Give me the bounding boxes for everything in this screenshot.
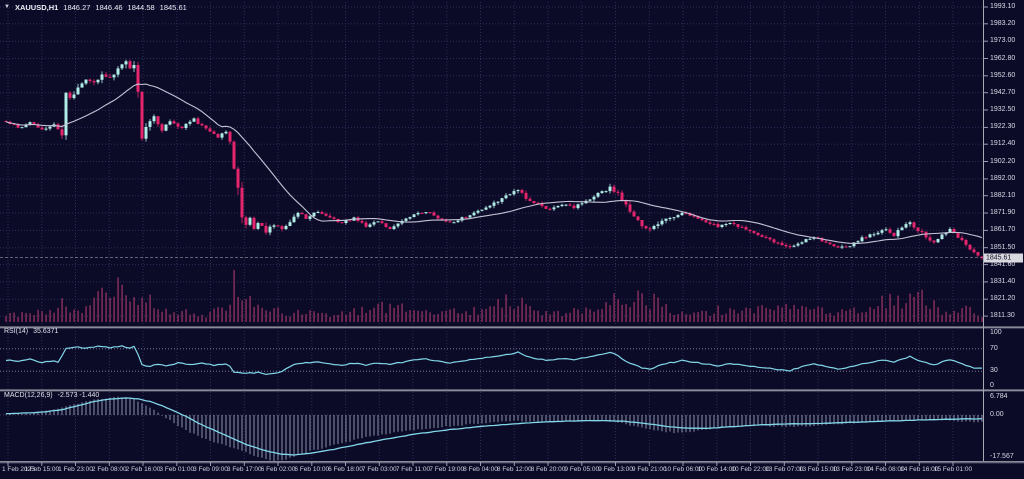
time-tick-label: 7 Feb 19:00: [429, 466, 465, 473]
price-tick-label: 1932.50: [990, 106, 1016, 114]
price-tick-label: 1942.70: [990, 88, 1016, 96]
price-tick-label: 1861.70: [990, 226, 1016, 234]
price-tick-label: 1993.10: [990, 3, 1016, 10]
time-tick-label: 8 Feb 12:00: [496, 466, 532, 473]
rsi-panel-label: RSI(14) 35.6371: [4, 328, 58, 335]
time-tick-label: 1 Feb 2023: [2, 466, 35, 473]
rsi-scale-label: 30: [990, 367, 998, 375]
price-tick-label: 1962.80: [990, 54, 1016, 62]
low-value: 1844.58: [127, 2, 155, 12]
time-tick-label: 1 Feb 23:00: [58, 466, 93, 473]
price-tick-label: 1841.60: [990, 260, 1016, 268]
time-tick-label: 6 Feb 02:00: [260, 466, 296, 473]
macd-label: MACD(12,26,9): [4, 392, 53, 399]
macd-values: -2.573 -1.440: [57, 392, 100, 399]
price-tick-label: 1983.20: [990, 19, 1016, 27]
close-value: 1845.61: [159, 2, 187, 12]
time-tick-label: 9 Feb 05:00: [564, 466, 600, 473]
price-tick-label: 1821.20: [990, 295, 1016, 303]
rsi-scale-label: 0: [990, 382, 994, 389]
time-tick-label: 10 Feb 06:00: [663, 466, 703, 473]
price-tick-label: 1882.10: [990, 191, 1016, 199]
ohlc-readout: 1846.27 1846.46 1844.58 1845.61: [63, 3, 187, 12]
time-tick-label: 3 Feb 17:00: [226, 466, 262, 473]
time-tick-label: 8 Feb 20:00: [530, 466, 566, 473]
rsi-scale-label: 100: [990, 329, 1002, 336]
price-tick-label: 1811.30: [990, 312, 1015, 320]
time-tick-label: 15 Feb 01:00: [933, 466, 973, 473]
time-tick-label: 10 Feb 14:00: [697, 466, 736, 473]
time-tick-label: 3 Feb 01:00: [159, 466, 195, 473]
price-axis[interactable]: 1993.10 1983.20 1973.00 1962.80 1952.60 1942.…: [984, 0, 1024, 462]
current-price-marker: 1845.61: [984, 253, 1023, 263]
price-tick-label: 1851.50: [990, 243, 1016, 251]
price-tick-label: 1952.60: [990, 71, 1016, 79]
symbol-dropdown-icon[interactable]: ▼: [4, 4, 10, 10]
time-tick-label: 7 Feb 03:00: [361, 466, 397, 473]
time-tick-label: 3 Feb 09:00: [193, 466, 228, 473]
time-tick-label: 9 Feb 13:00: [598, 466, 633, 473]
time-tick-label: 14 Feb 08:00: [866, 466, 905, 473]
time-tick-label: 10 Feb 22:00: [731, 466, 770, 473]
open-value: 1846.27: [63, 2, 91, 12]
price-tick-label: 1871.90: [990, 209, 1016, 217]
macd-panel-label: MACD(12,26,9) -2.573 -1.440: [4, 392, 99, 399]
price-tick-label: 1831.40: [990, 277, 1016, 285]
rsi-label: RSI(14): [4, 328, 29, 335]
time-tick-label: 6 Feb 10:00: [294, 466, 330, 473]
price-tick-label: 1912.40: [990, 140, 1016, 148]
time-tick-label: 1 Feb 15:00: [24, 466, 60, 473]
time-tick-label: 9 Feb 21:00: [631, 466, 667, 473]
macd-scale-label: -17.567: [990, 452, 1014, 460]
time-axis[interactable]: 1 Feb 2023 1 Feb 15:00 1 Feb 23:00 2 Feb 08…: [0, 462, 1024, 479]
time-tick-label: 13 Feb 23:00: [832, 466, 871, 473]
price-tick-label: 1922.30: [990, 123, 1016, 131]
rsi-scale-label: 70: [990, 345, 998, 352]
macd-scale-label: 6.784: [990, 393, 1008, 400]
price-tick-label: 1973.00: [990, 37, 1016, 45]
time-tick-label: 13 Feb 07:00: [765, 466, 804, 473]
time-tick-label: 8 Feb 04:00: [463, 466, 498, 473]
price-tick-label: 1892.00: [990, 174, 1016, 182]
chart-title-bar: ▼ XAUUSD,H1 1846.27 1846.46 1844.58 1845…: [4, 2, 187, 12]
rsi-value: 35.6371: [33, 328, 59, 335]
time-tick-label: 6 Feb 18:00: [328, 466, 363, 473]
time-tick-label: 14 Feb 16:00: [900, 466, 939, 473]
symbol-label: XAUUSD,H1: [14, 2, 59, 12]
time-tick-label: 2 Feb 16:00: [125, 466, 161, 473]
price-tick-label: 1902.20: [990, 157, 1016, 165]
high-value: 1846.46: [95, 2, 123, 12]
time-tick-label: 13 Feb 15:00: [798, 466, 838, 473]
time-tick-label: 2 Feb 08:00: [91, 466, 127, 473]
macd-scale-label: 0.00: [990, 411, 1004, 418]
time-tick-label: 7 Feb 11:00: [395, 466, 431, 473]
